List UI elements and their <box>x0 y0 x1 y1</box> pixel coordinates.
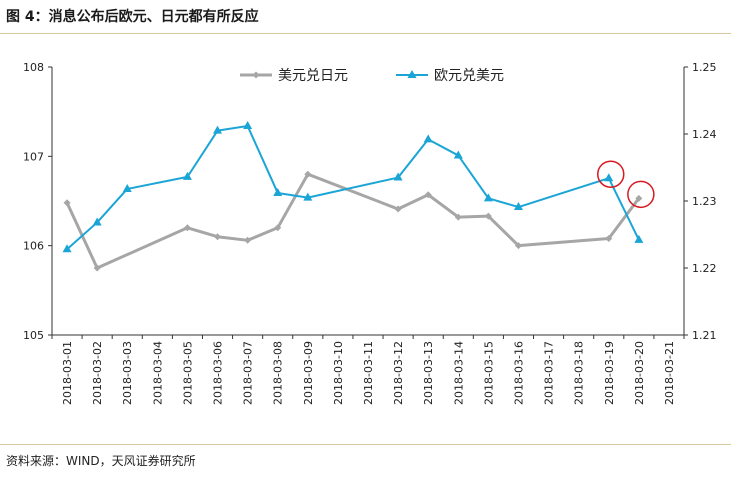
x-tick-label: 2018-03-08 <box>272 341 285 405</box>
data-point <box>453 150 463 159</box>
chart-series <box>62 120 644 272</box>
x-tick-label: 2018-03-13 <box>422 341 435 405</box>
y-left-tick-label: 107 <box>23 150 44 163</box>
data-point <box>243 120 253 129</box>
y-right-tick-label: 1.21 <box>692 329 717 342</box>
x-tick-label: 2018-03-11 <box>362 341 375 405</box>
data-point <box>93 264 101 272</box>
data-point <box>393 172 403 181</box>
data-point <box>274 224 282 232</box>
title-divider <box>0 33 731 34</box>
y-right-tick-label: 1.23 <box>692 195 717 208</box>
chart-legend: 美元兑日元 欧元兑美元 <box>240 68 504 84</box>
data-point <box>213 125 223 134</box>
x-tick-label: 2018-03-09 <box>302 341 315 405</box>
x-tick-label: 2018-03-21 <box>663 341 676 405</box>
y-left-tick-label: 108 <box>23 61 44 74</box>
data-point <box>634 234 644 243</box>
chart-axes: 105 106 107 108 1.21 1.22 1.23 1.24 1.25 2018-03-… <box>23 61 717 405</box>
data-point <box>244 236 252 244</box>
y-right-tick-label: 1.24 <box>692 128 717 141</box>
data-point <box>303 192 313 201</box>
x-tick-label: 2018-03-12 <box>392 341 405 405</box>
source-note: 资料来源：WIND，天风证券研究所 <box>6 454 196 468</box>
legend-label: 美元兑日元 <box>278 68 348 84</box>
x-tick-label: 2018-03-17 <box>543 341 556 405</box>
data-point <box>423 134 433 143</box>
data-point <box>513 202 523 211</box>
chart-annotations <box>597 160 655 209</box>
data-point <box>92 217 102 226</box>
series-line <box>65 172 641 270</box>
data-point <box>514 242 522 250</box>
x-tick-label: 2018-03-14 <box>452 341 465 405</box>
y-right-tick-label: 1.25 <box>692 61 717 74</box>
y-right-tick-label: 1.22 <box>692 262 717 275</box>
source-divider <box>0 444 731 445</box>
highlight-circle <box>627 180 655 209</box>
x-tick-label: 2018-03-18 <box>573 341 586 405</box>
data-point <box>424 191 432 199</box>
line-chart: 105 106 107 108 1.21 1.22 1.23 1.24 1.25 2018-03-… <box>23 61 717 405</box>
x-tick-label: 2018-03-16 <box>512 341 525 405</box>
data-point <box>605 235 613 243</box>
data-point <box>183 224 191 232</box>
legend-swatch-marker <box>252 71 260 79</box>
data-point <box>304 170 312 178</box>
data-point <box>394 205 402 213</box>
x-tick-label: 2018-03-02 <box>91 341 104 405</box>
series-line <box>66 124 640 250</box>
x-tick-label: 2018-03-05 <box>181 341 194 405</box>
x-tick-label: 2018-03-04 <box>151 341 164 405</box>
legend-label: 欧元兑美元 <box>434 68 504 84</box>
x-tick-label: 2018-03-15 <box>482 341 495 405</box>
data-point <box>484 212 492 220</box>
x-tick-label: 2018-03-10 <box>332 341 345 405</box>
data-point <box>635 194 643 202</box>
x-tick-label: 2018-03-07 <box>242 341 255 405</box>
x-tick-label: 2018-03-06 <box>212 341 225 405</box>
data-point <box>122 183 132 192</box>
x-tick-label: 2018-03-01 <box>61 341 74 405</box>
x-tick-label: 2018-03-20 <box>633 341 646 405</box>
data-point <box>273 187 283 196</box>
data-point <box>62 244 72 253</box>
data-point <box>214 233 222 241</box>
data-point <box>483 193 493 202</box>
figure-title: 图 4：消息公布后欧元、日元都有所反应 <box>6 9 259 25</box>
x-tick-label: 2018-03-03 <box>121 341 134 405</box>
y-left-tick-label: 106 <box>23 240 44 253</box>
data-point <box>182 171 192 180</box>
x-tick-label: 2018-03-19 <box>603 341 616 405</box>
highlight-circle <box>597 160 625 188</box>
y-left-tick-label: 105 <box>23 329 44 342</box>
data-point <box>454 213 462 221</box>
legend-swatch-marker <box>407 70 417 78</box>
data-point <box>604 173 614 182</box>
data-point <box>63 199 71 207</box>
